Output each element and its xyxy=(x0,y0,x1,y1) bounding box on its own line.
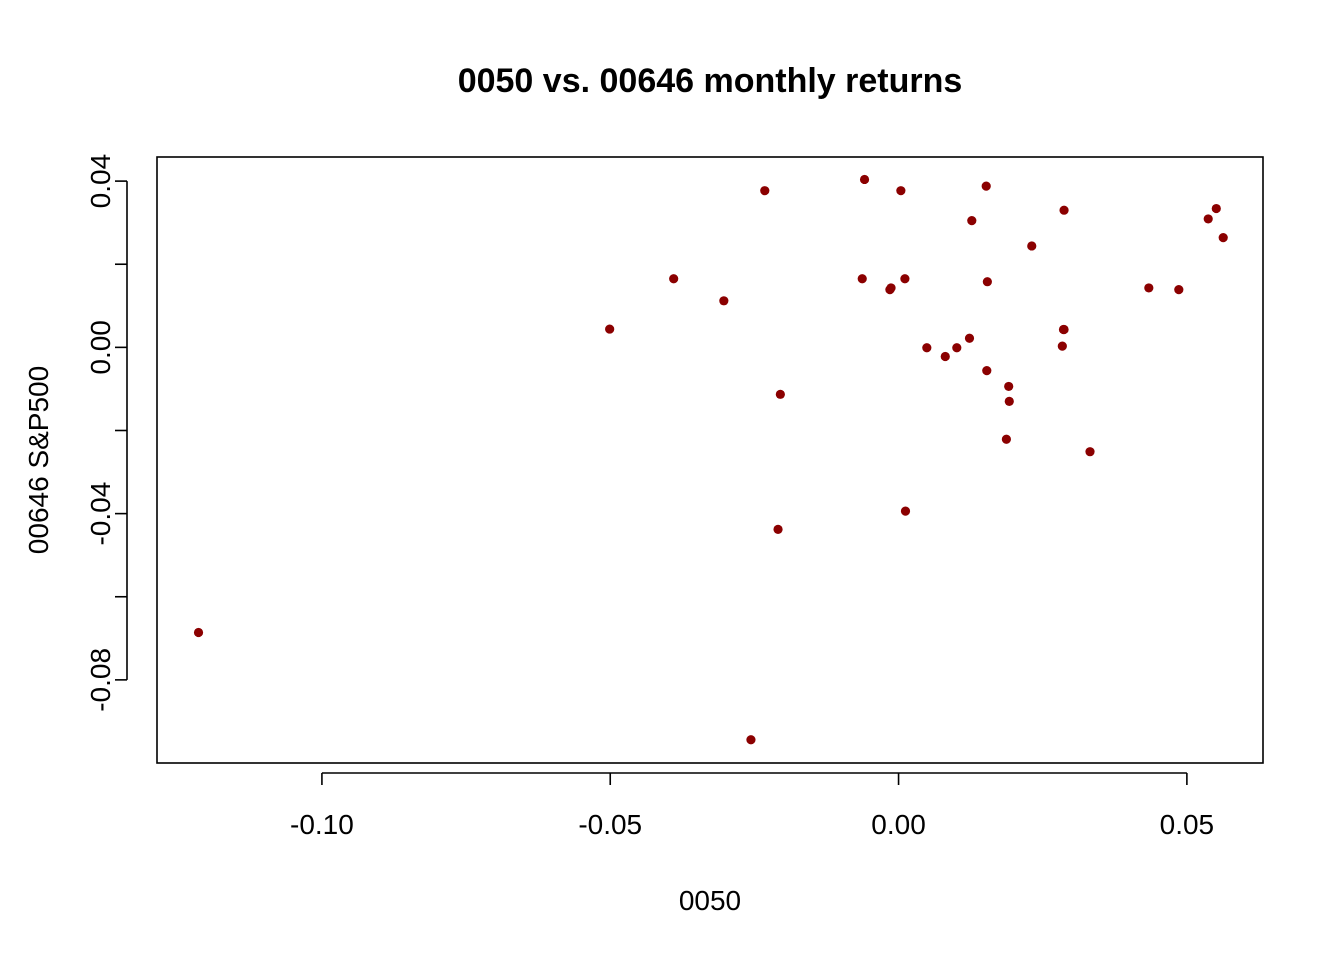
x-tick-label: 0.05 xyxy=(1160,809,1215,840)
y-tick-label: 0.00 xyxy=(85,320,116,375)
plot-frame xyxy=(156,156,1264,764)
data-point xyxy=(1004,381,1014,392)
data-point xyxy=(1174,284,1184,295)
y-tick-label: -0.08 xyxy=(85,648,116,712)
data-point xyxy=(967,215,977,226)
data-point xyxy=(940,351,950,362)
y-axis-label: 00646 S&P500 xyxy=(23,366,54,554)
data-point xyxy=(1001,434,1011,444)
data-point xyxy=(859,174,870,185)
data-point xyxy=(1057,341,1067,351)
data-point xyxy=(605,324,615,334)
x-tick-label: -0.05 xyxy=(578,809,642,840)
data-point xyxy=(760,186,770,196)
data-point xyxy=(964,333,975,343)
data-point xyxy=(669,274,679,284)
x-axis-label: 0050 xyxy=(679,885,741,916)
data-point xyxy=(857,274,867,284)
data-point xyxy=(982,277,992,287)
data-point xyxy=(1211,203,1221,214)
data-point xyxy=(886,283,896,293)
data-point xyxy=(896,186,906,196)
data-point xyxy=(900,274,910,284)
data-point xyxy=(900,506,911,516)
chart-title: 0050 vs. 00646 monthly returns xyxy=(458,62,963,100)
data-point xyxy=(1085,447,1095,457)
data-point xyxy=(1004,396,1014,406)
data-point xyxy=(1059,205,1069,215)
data-point xyxy=(193,627,204,638)
data-point xyxy=(952,343,962,353)
data-point xyxy=(1144,283,1154,293)
data-point xyxy=(719,296,729,306)
x-tick-label: 0.00 xyxy=(871,809,926,840)
data-point xyxy=(775,389,785,399)
y-axis: -0.08 -0.04 0.00 0.04 xyxy=(85,154,128,712)
data-point xyxy=(922,343,932,353)
data-point xyxy=(1027,241,1037,251)
data-point xyxy=(1203,214,1213,224)
y-tick-label: -0.04 xyxy=(85,482,116,546)
data-point xyxy=(981,181,991,191)
y-tick-label: 0.04 xyxy=(85,154,116,209)
data-points xyxy=(193,174,1228,745)
data-point xyxy=(982,366,992,376)
data-point xyxy=(1218,233,1228,243)
data-point xyxy=(1059,324,1069,335)
x-tick-label: -0.10 xyxy=(290,809,354,840)
x-axis: -0.10 -0.05 0.00 0.05 xyxy=(290,772,1215,840)
data-point xyxy=(746,735,756,745)
data-point xyxy=(773,524,783,535)
